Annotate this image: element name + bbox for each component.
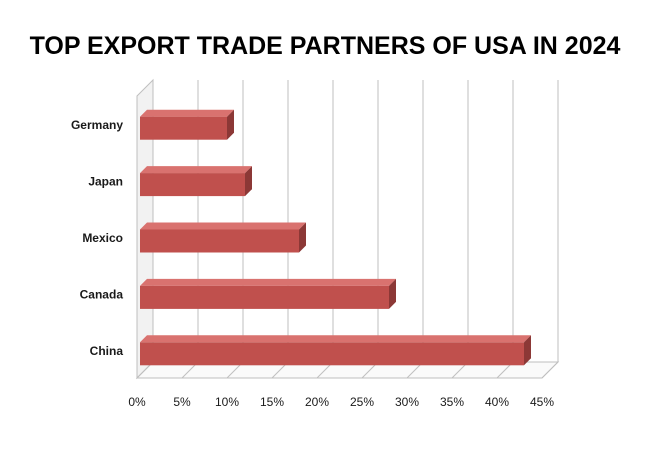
bar-top-face <box>140 222 306 230</box>
bar-canada <box>140 278 396 309</box>
bar-japan <box>140 166 252 197</box>
category-label: Germany <box>71 118 123 132</box>
bar-mexico <box>140 222 306 253</box>
category-label: Japan <box>88 175 123 189</box>
x-tick-label: 30% <box>395 395 419 409</box>
x-tick-label: 10% <box>215 395 239 409</box>
bar-side-face <box>524 335 531 366</box>
x-tick-label: 0% <box>128 395 146 409</box>
x-tick-label: 25% <box>350 395 374 409</box>
bar-china <box>140 335 531 366</box>
category-label: China <box>90 344 124 358</box>
bar-top-face <box>140 278 396 286</box>
bar-front-face <box>140 285 389 309</box>
bar-side-face <box>389 278 396 309</box>
x-tick-label: 45% <box>530 395 554 409</box>
chart-title: TOP EXPORT TRADE PARTNERS OF USA IN 2024 <box>29 32 621 60</box>
x-tick-label: 20% <box>305 395 329 409</box>
x-tick-label: 35% <box>440 395 464 409</box>
bar-side-face <box>227 109 234 140</box>
category-labels: China Canada Mexico Japan Germany <box>71 118 123 358</box>
x-tick-label: 15% <box>260 395 284 409</box>
x-tick-labels: 0% 5% 10% 15% 20% 25% 30% 35% 40% 45% <box>128 395 554 409</box>
bar-top-face <box>140 109 234 117</box>
bar-side-face <box>245 166 252 197</box>
x-tick-label: 5% <box>173 395 191 409</box>
x-tick-label: 40% <box>485 395 509 409</box>
bar-front-face <box>140 116 227 140</box>
bars <box>140 109 531 366</box>
bar-top-face <box>140 166 252 174</box>
bar-front-face <box>140 173 245 197</box>
category-label: Canada <box>80 287 124 301</box>
bar-germany <box>140 109 234 140</box>
bar-side-face <box>299 222 306 253</box>
bar-front-face <box>140 342 524 366</box>
bar-top-face <box>140 335 531 343</box>
bar-front-face <box>140 229 299 253</box>
floor-gridline <box>541 361 559 379</box>
gridlines <box>136 80 559 379</box>
category-label: Mexico <box>82 231 123 245</box>
